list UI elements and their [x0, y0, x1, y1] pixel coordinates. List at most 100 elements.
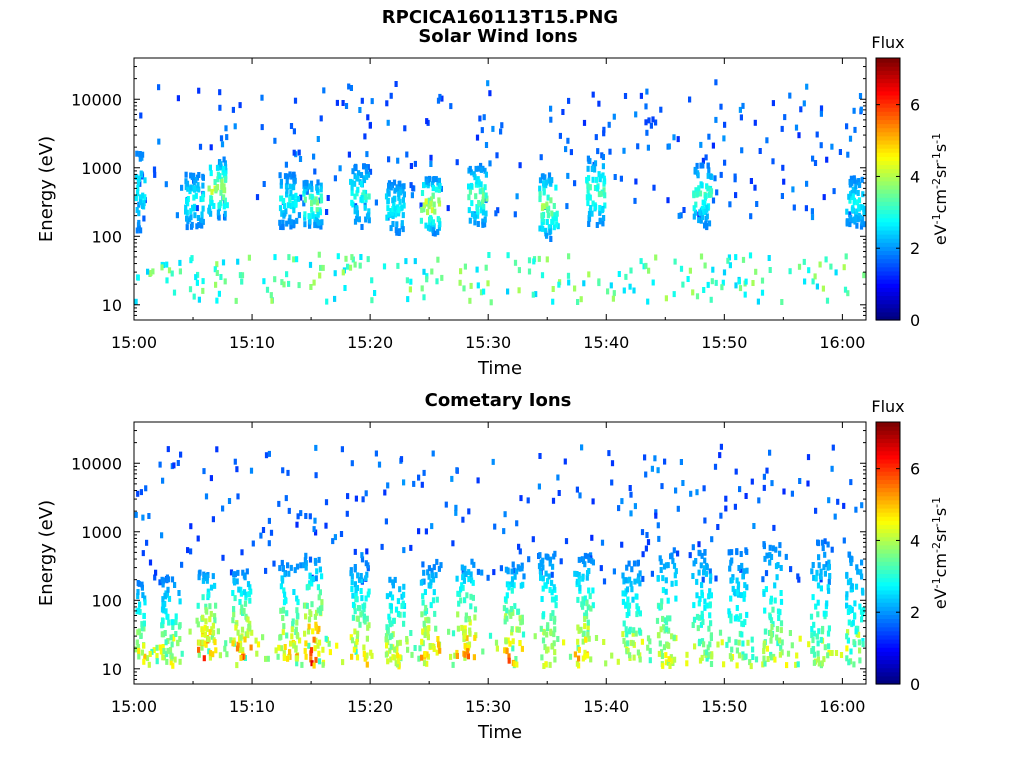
burst-cell [314, 624, 318, 631]
band-cell [422, 268, 426, 275]
burst-cell [503, 596, 508, 603]
burst-cell [353, 564, 357, 570]
band-cell [216, 628, 220, 635]
burst-cell [697, 569, 701, 576]
burst-cell [143, 653, 147, 660]
burst-cell [668, 663, 672, 669]
burst-cell [192, 194, 196, 201]
unit-base: eV [931, 224, 950, 245]
burst-cell [394, 606, 399, 613]
x-tick-label: 15:10 [229, 697, 275, 716]
burst-cell [364, 560, 368, 567]
burst-cell [139, 170, 143, 177]
burst-cell [192, 179, 196, 186]
band-cell [468, 297, 472, 304]
burst-cell [243, 600, 248, 607]
burst-cell [319, 223, 323, 230]
burst-cell [236, 629, 240, 636]
burst-cell [178, 636, 182, 642]
band-cell [646, 644, 650, 651]
y-axis-label: Energy (eV) [36, 136, 57, 242]
band-cell [238, 272, 242, 279]
scatter-cell [836, 498, 840, 505]
burst-cell [357, 576, 362, 583]
burst-cell [467, 194, 471, 201]
colorbar-segment [876, 189, 900, 194]
burst-cell [822, 610, 826, 617]
burst-cell [552, 203, 556, 209]
scatter-cell [476, 568, 480, 575]
colorbar-segment [876, 156, 900, 161]
burst-cell [550, 210, 554, 217]
burst-cell [362, 177, 367, 184]
scatter-cell [860, 502, 864, 509]
band-cell [495, 645, 499, 652]
burst-cell [166, 647, 170, 654]
burst-cell [393, 187, 397, 194]
band-cell [761, 661, 765, 668]
burst-cell [303, 196, 307, 203]
burst-cell [314, 637, 318, 644]
burst-cell [507, 584, 511, 591]
burst-cell [702, 569, 706, 576]
scatter-cell [179, 451, 183, 458]
burst-cell [538, 191, 542, 198]
burst-cell [849, 560, 853, 566]
burst-cell [427, 565, 431, 572]
burst-cell [205, 574, 209, 581]
band-cell [703, 262, 707, 269]
burst-cell [286, 173, 290, 180]
burst-cell [697, 217, 701, 224]
colorbar-segment [876, 160, 900, 166]
scatter-cell [653, 455, 657, 462]
burst-cell [638, 629, 642, 636]
scatter-cell [211, 516, 215, 523]
burst-cell [468, 217, 472, 224]
burst-cell [202, 655, 206, 662]
burst-cell [296, 195, 301, 202]
unit-base: sr [931, 527, 950, 542]
band-cell [679, 265, 684, 272]
burst-cell [701, 214, 705, 221]
burst-cell [136, 179, 140, 186]
burst-cell [727, 608, 731, 615]
burst-cell [364, 194, 368, 200]
burst-cell [738, 613, 743, 620]
band-cell [728, 262, 732, 269]
burst-cell [402, 202, 406, 209]
burst-cell [239, 634, 243, 641]
band-cell [369, 649, 373, 656]
burst-cell [191, 185, 195, 192]
burst-cell [670, 658, 674, 665]
colorbar-segment [876, 307, 900, 313]
scatter-cell [805, 180, 809, 187]
band-cell [830, 650, 834, 656]
burst-cell [163, 630, 167, 636]
burst-cell [467, 569, 471, 576]
scatter-cell [564, 538, 569, 545]
burst-cell [281, 577, 285, 584]
band-cell [324, 635, 328, 642]
burst-cell [364, 216, 368, 223]
scatter-cell [645, 129, 649, 136]
burst-cell [469, 571, 473, 578]
burst-cell [364, 575, 368, 582]
burst-cell [384, 633, 389, 640]
burst-cell [309, 650, 313, 657]
scatter-cell [823, 538, 827, 545]
burst-cell [434, 572, 438, 579]
burst-cell [539, 571, 543, 577]
burst-cell [826, 541, 830, 548]
burst-cell [733, 590, 737, 597]
band-cell [188, 286, 193, 293]
burst-cell [459, 586, 463, 593]
burst-cell [545, 647, 549, 654]
burst-cell [437, 224, 441, 231]
burst-cell [542, 180, 546, 187]
scatter-cell [405, 151, 409, 158]
burst-cell [437, 641, 441, 648]
burst-cell [282, 198, 286, 204]
burst-cell [184, 204, 188, 211]
colorbar-segment [876, 209, 900, 215]
